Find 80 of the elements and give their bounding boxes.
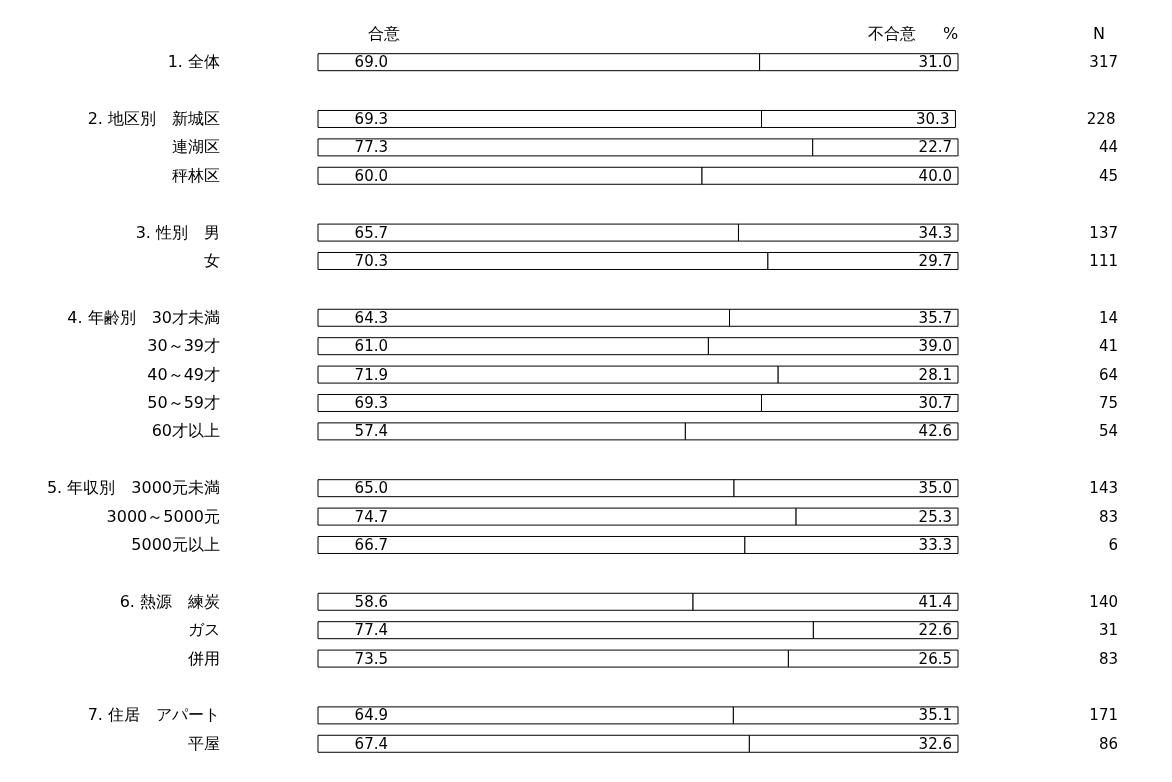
data-label: 65.7	[354, 223, 388, 242]
text: 45	[1098, 166, 1118, 185]
data-label: 40.0	[918, 166, 952, 185]
data-label: 35.1	[918, 706, 952, 725]
data-label: 34.3	[918, 223, 952, 242]
data-label: 26.5	[918, 649, 952, 668]
y-tick-label: 5. 年収別 3000元未満	[46, 478, 220, 498]
data-label: 77.4	[354, 621, 388, 640]
data-label: 77.3	[354, 138, 388, 157]
data-label: 22.6	[918, 621, 952, 640]
data-label: 41.4	[918, 592, 952, 611]
text: 31	[1098, 621, 1118, 640]
data-label: 69.3	[354, 109, 388, 128]
y-tick-label: 3000～5000元	[106, 506, 220, 526]
data-label: 39.0	[918, 337, 952, 356]
text: 64	[1098, 365, 1118, 384]
text: 228	[1086, 109, 1116, 128]
text: 111	[1089, 251, 1118, 270]
y-tick-label: 60才以上	[151, 421, 220, 441]
y-tick-label: 併用	[187, 648, 220, 668]
data-label: 60.0	[354, 166, 388, 185]
data-label: 42.6	[918, 422, 952, 441]
series-label: 不合意	[868, 24, 916, 45]
series-label: 合意	[368, 24, 400, 45]
data-label: 57.4	[354, 422, 388, 441]
data-label: 69.0	[354, 53, 388, 72]
text: 75	[1098, 393, 1118, 412]
text: 83	[1098, 649, 1118, 668]
text: 171	[1089, 706, 1118, 725]
data-label: 71.9	[354, 365, 388, 384]
data-label: 30.7	[918, 393, 952, 412]
data-label: 64.3	[354, 308, 388, 327]
y-tick-label: 30～39才	[147, 336, 220, 356]
data-label: 66.7	[354, 535, 388, 554]
data-label: 35.0	[918, 479, 952, 498]
text: 86	[1098, 734, 1118, 753]
text: 137	[1089, 223, 1118, 242]
y-tick-label: 50～59才	[147, 393, 220, 412]
text: 41	[1098, 337, 1118, 356]
data-label: 32.6	[918, 734, 952, 753]
y-tick-label: 平屋	[188, 733, 220, 753]
y-tick-label: 秤林区	[172, 165, 220, 185]
data-label: 25.3	[918, 507, 952, 526]
data-label: 67.4	[354, 734, 388, 753]
text: %	[943, 24, 959, 43]
text: 83	[1098, 507, 1118, 526]
data-label: 35.7	[918, 308, 952, 327]
data-label: 61.0	[354, 337, 388, 356]
y-tick-label: 7. 住居 アパート	[87, 705, 220, 725]
data-label: 31.0	[918, 53, 952, 72]
y-tick-label: 3. 性別 男	[135, 222, 220, 242]
data-label: 22.7	[918, 138, 952, 157]
text: N	[1093, 24, 1105, 43]
data-label: 64.9	[354, 706, 388, 725]
data-label: 74.7	[354, 507, 388, 526]
data-label: 28.1	[918, 365, 952, 384]
y-tick-label: ガス	[188, 620, 220, 640]
text: 44	[1098, 138, 1118, 157]
text: 54	[1098, 422, 1118, 441]
data-label: 73.5	[354, 649, 388, 668]
y-tick-label: 5000元以上	[131, 535, 220, 554]
data-label: 29.7	[918, 251, 952, 270]
data-label: 69.3	[354, 393, 388, 412]
text: 6	[1108, 535, 1118, 554]
text: 143	[1089, 479, 1118, 498]
y-tick-label: 1. 全体	[167, 52, 220, 72]
data-label: 33.3	[918, 535, 952, 554]
text: 140	[1089, 592, 1118, 611]
y-tick-label: 40～49才	[147, 364, 220, 384]
data-label: 65.0	[354, 479, 388, 498]
y-tick-label: 女	[204, 251, 220, 270]
y-tick-label: 6. 熱源 練炭	[119, 591, 220, 611]
y-tick-label: 連湖区	[172, 137, 220, 157]
data-label: 30.3	[916, 109, 950, 128]
text: 317	[1089, 53, 1118, 72]
data-label: 70.3	[354, 251, 388, 270]
data-label: 58.6	[354, 592, 388, 611]
text: 14	[1098, 308, 1118, 327]
y-tick-label: 2. 地区別 新城区	[87, 109, 220, 128]
y-tick-label: 4. 年齢別 30才未満	[67, 307, 220, 327]
